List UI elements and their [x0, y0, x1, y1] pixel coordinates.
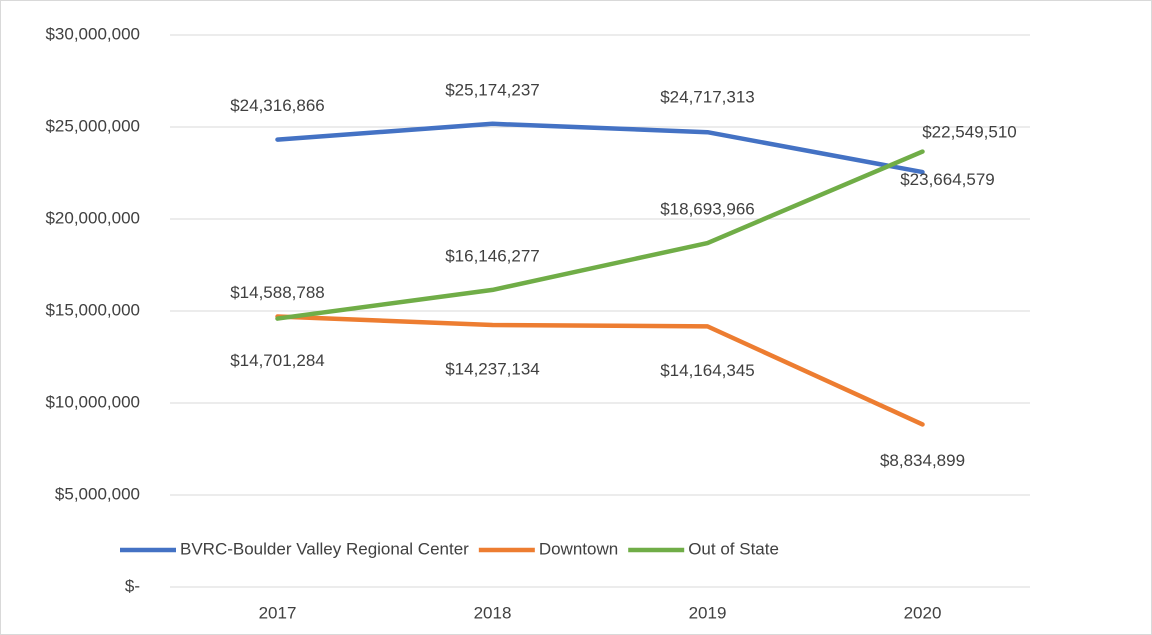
- y-tick-label: $15,000,000: [45, 300, 140, 319]
- data-label: $18,693,966: [660, 200, 755, 219]
- series-line: [275, 121, 925, 175]
- y-tick-label: $-: [125, 576, 140, 595]
- x-tick-label: 2018: [474, 603, 512, 622]
- x-tick-label: 2020: [904, 603, 942, 622]
- series-line: [275, 149, 925, 321]
- y-tick-label: $30,000,000: [45, 24, 140, 43]
- series-line: [275, 314, 925, 427]
- data-label: $8,834,899: [880, 451, 965, 470]
- y-tick-label: $10,000,000: [45, 392, 140, 411]
- data-label: $14,164,345: [660, 361, 755, 380]
- y-tick-label: $5,000,000: [55, 484, 140, 503]
- data-label: $14,588,788: [230, 283, 325, 302]
- legend-label: BVRC-Boulder Valley Regional Center: [180, 539, 469, 558]
- x-tick-label: 2017: [259, 603, 297, 622]
- y-tick-label: $20,000,000: [45, 208, 140, 227]
- legend-label: Downtown: [539, 539, 618, 558]
- y-tick-label: $25,000,000: [45, 116, 140, 135]
- data-label: $16,146,277: [445, 246, 540, 265]
- data-label: $14,237,134: [445, 360, 540, 379]
- data-label: $14,701,284: [230, 351, 325, 370]
- data-label: $22,549,510: [922, 123, 1017, 142]
- data-label: $24,717,313: [660, 88, 755, 107]
- data-label: $23,664,579: [900, 170, 995, 189]
- legend-label: Out of State: [688, 539, 779, 558]
- data-label: $25,174,237: [445, 80, 540, 99]
- data-label: $24,316,866: [230, 96, 325, 115]
- x-tick-label: 2019: [689, 603, 727, 622]
